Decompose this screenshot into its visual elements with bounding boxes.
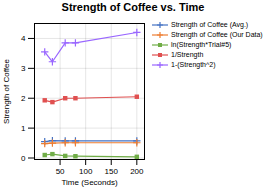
svg-text:100: 100 bbox=[79, 167, 93, 176]
svg-text:50: 50 bbox=[56, 167, 65, 176]
svg-text:Time (Seconds): Time (Seconds) bbox=[61, 178, 118, 187]
html-text:ln(Strength*Trial#5): ln(Strength*Trial#5) bbox=[171, 41, 232, 49]
svg-text:200: 200 bbox=[130, 167, 144, 176]
svg-text:Strength of Coffee: Strength of Coffee bbox=[2, 59, 11, 124]
html-text:1-(Strength^2): 1-(Strength^2) bbox=[171, 61, 216, 69]
html-text:1/Strength: 1/Strength bbox=[171, 51, 204, 59]
svg-text:2: 2 bbox=[21, 94, 26, 103]
svg-text:150: 150 bbox=[105, 167, 119, 176]
svg-text:4: 4 bbox=[21, 34, 26, 43]
svg-text:3: 3 bbox=[21, 64, 26, 73]
html-text:Strength of Coffee (Avg.): Strength of Coffee (Avg.) bbox=[171, 21, 249, 28]
html-text:Strength of Coffee (Our Data): Strength of Coffee (Our Data) bbox=[171, 31, 263, 38]
svg-text:0: 0 bbox=[21, 154, 26, 163]
html-text:Strength of Coffee vs. Time: Strength of Coffee vs. Time bbox=[61, 1, 205, 13]
svg-text:1: 1 bbox=[21, 124, 26, 133]
